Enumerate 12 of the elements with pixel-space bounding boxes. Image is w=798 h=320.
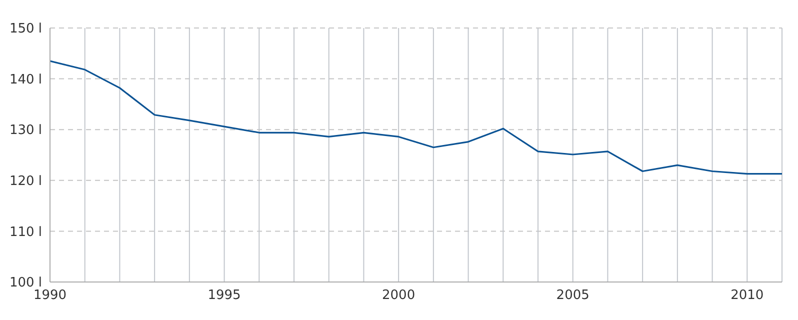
y-tick-label: 150 l (9, 22, 42, 37)
x-tick-label: 2005 (556, 288, 590, 304)
y-tick-label: 120 l (9, 174, 42, 190)
y-tick-label: 130 l (9, 123, 42, 138)
x-tick-label: 1990 (33, 288, 67, 304)
y-tick-label: 110 l (9, 224, 42, 240)
x-tick-label: 2010 (730, 288, 764, 304)
line-series (50, 60, 782, 175)
y-tick-label: 140 l (9, 72, 42, 88)
x-tick-label: 2000 (382, 288, 416, 304)
y-tick-label: 100 l (9, 276, 42, 291)
x-tick-label: 1995 (208, 288, 241, 304)
